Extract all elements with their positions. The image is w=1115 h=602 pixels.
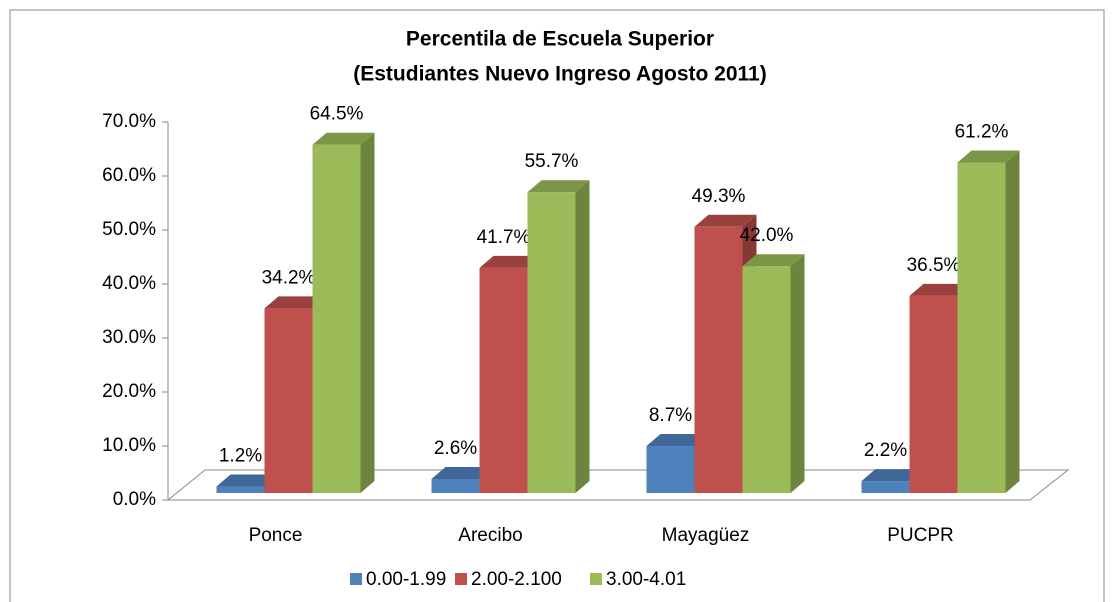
legend-label: 3.00-4.01 bbox=[606, 569, 686, 590]
data-label: 2.6% bbox=[434, 438, 477, 459]
floor bbox=[166, 469, 1070, 501]
bar-top bbox=[216, 474, 279, 487]
bar bbox=[646, 446, 695, 493]
x-tick-label: Ponce bbox=[249, 525, 303, 546]
bar-top bbox=[861, 469, 924, 482]
bar bbox=[312, 144, 361, 493]
y-tick-label: 50.0% bbox=[102, 219, 156, 240]
bar-top bbox=[479, 255, 542, 268]
data-label: 2.2% bbox=[864, 440, 907, 461]
bar bbox=[264, 308, 313, 493]
y-tick-label: 70.0% bbox=[102, 111, 156, 132]
x-tick-label: PUCPR bbox=[887, 525, 954, 546]
x-tick-label: Mayagüez bbox=[662, 525, 750, 546]
bar bbox=[861, 481, 910, 493]
legend-swatch bbox=[350, 573, 362, 585]
data-label: 61.2% bbox=[955, 122, 1009, 143]
bar-side bbox=[575, 180, 590, 493]
bar bbox=[479, 267, 528, 493]
bar-top bbox=[264, 296, 327, 309]
legend-swatch bbox=[590, 573, 602, 585]
bar-top bbox=[694, 214, 757, 227]
y-tick-label: 40.0% bbox=[102, 273, 156, 294]
data-label: 1.2% bbox=[219, 446, 262, 467]
legend-label: 2.00-2.100 bbox=[471, 569, 562, 590]
bar-top bbox=[527, 180, 590, 193]
data-label: 55.7% bbox=[525, 151, 579, 172]
bar bbox=[742, 266, 791, 493]
y-tick-label: 20.0% bbox=[102, 381, 156, 402]
bar-top bbox=[431, 466, 494, 479]
bar bbox=[431, 478, 480, 493]
bar-side bbox=[1005, 150, 1020, 493]
chart-subtitle: (Estudiantes Nuevo Ingreso Agosto 2011) bbox=[353, 63, 766, 86]
data-label: 34.2% bbox=[262, 267, 316, 288]
bar bbox=[957, 162, 1006, 493]
bar-top bbox=[646, 434, 709, 447]
legend-swatch bbox=[455, 573, 467, 585]
y-tick-label: 60.0% bbox=[102, 165, 156, 186]
bar-top bbox=[957, 150, 1020, 163]
chart-title: Percentila de Escuela Superior bbox=[406, 28, 714, 51]
bar-side bbox=[790, 254, 805, 493]
bar bbox=[527, 192, 576, 493]
bar bbox=[909, 295, 958, 493]
bar-top bbox=[742, 254, 805, 267]
data-label: 42.0% bbox=[740, 225, 794, 246]
y-tick-label: 0.0% bbox=[113, 489, 156, 510]
bar-top bbox=[909, 283, 972, 296]
data-label: 41.7% bbox=[477, 227, 531, 248]
data-label: 8.7% bbox=[649, 405, 692, 426]
data-label: 64.5% bbox=[310, 104, 364, 125]
data-label: 49.3% bbox=[692, 186, 746, 207]
legend-label: 0.00-1.99 bbox=[366, 569, 446, 590]
x-tick-label: Arecibo bbox=[458, 525, 522, 546]
bar bbox=[216, 486, 265, 493]
y-tick-label: 30.0% bbox=[102, 327, 156, 348]
bar bbox=[694, 226, 743, 493]
bar-side bbox=[360, 132, 375, 493]
y-tick-label: 10.0% bbox=[102, 435, 156, 456]
bar-top bbox=[312, 132, 375, 145]
data-label: 36.5% bbox=[907, 255, 961, 276]
